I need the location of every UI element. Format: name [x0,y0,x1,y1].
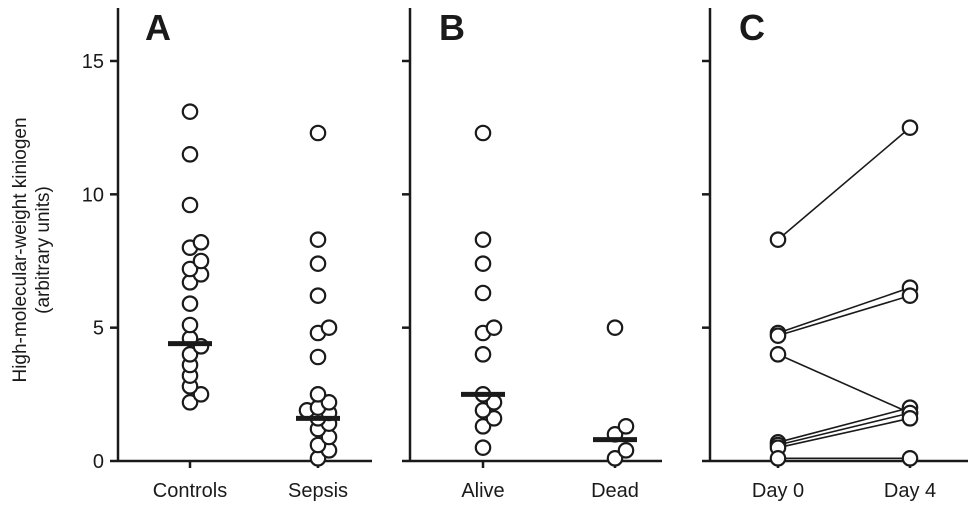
data-point [617,442,635,459]
category-label: Day 4 [884,480,936,502]
data-point [181,316,199,334]
data-point [192,386,210,403]
category-label: Dead [591,480,639,502]
pair-line [777,127,911,241]
data-point [181,260,199,278]
y-tick-label: 5 [93,318,104,340]
data-point [474,284,492,302]
data-point [901,450,919,467]
data-point [901,287,919,304]
data-point [474,255,492,272]
data-point [901,119,919,136]
data-point [769,327,787,344]
data-point [309,348,327,366]
data-point [309,386,327,403]
panel-letter: B [439,7,465,48]
data-point [181,146,199,163]
category-label: Sepsis [288,480,348,502]
data-point [309,124,327,142]
panel-a: 0 5 10 15 Controls Sepsis A [82,7,372,502]
data-point [309,436,327,454]
data-point [474,402,492,419]
category-label: Day 0 [752,480,804,502]
data-point [901,410,919,427]
data-point [769,231,787,248]
y-axis-label-line1: High-molecular-weight kiniogen [10,117,31,382]
data-point [320,394,338,411]
pair-line [777,406,911,444]
panel-letter: C [739,7,765,48]
y-tick-label: 0 [93,451,104,473]
data-point [769,346,787,363]
data-point [474,124,492,142]
data-point [606,450,624,467]
data-point [192,252,210,270]
y-tick-label: 15 [82,51,104,73]
data-point [474,439,492,456]
y-axis-label-line2: (arbitrary units) [33,186,54,314]
data-point [309,255,327,272]
data-point [474,418,492,435]
data-point [474,346,492,363]
data-point [181,196,199,214]
data-point [320,319,338,336]
data-point [606,319,624,336]
data-point [769,450,787,467]
pair-line [777,417,911,449]
data-point [181,346,199,363]
data-point [617,418,635,435]
data-point [181,394,199,411]
category-label: Controls [153,480,227,502]
data-point [474,231,492,248]
data-point [309,287,327,304]
data-point [309,231,327,248]
data-point [181,295,199,312]
data-point [485,319,503,336]
pair-line [777,286,911,334]
data-point [485,410,503,427]
y-tick-label: 10 [82,184,104,206]
pair-line [777,412,911,446]
category-label: Alive [461,480,504,502]
data-point [192,234,210,251]
pair-line [777,294,911,337]
pair-line [777,353,911,414]
panel-b: Alive Dead B [402,7,662,502]
panel-letter: A [145,7,171,48]
data-point [181,103,199,120]
panel-c: Day 0 Day 4 C [702,7,968,502]
